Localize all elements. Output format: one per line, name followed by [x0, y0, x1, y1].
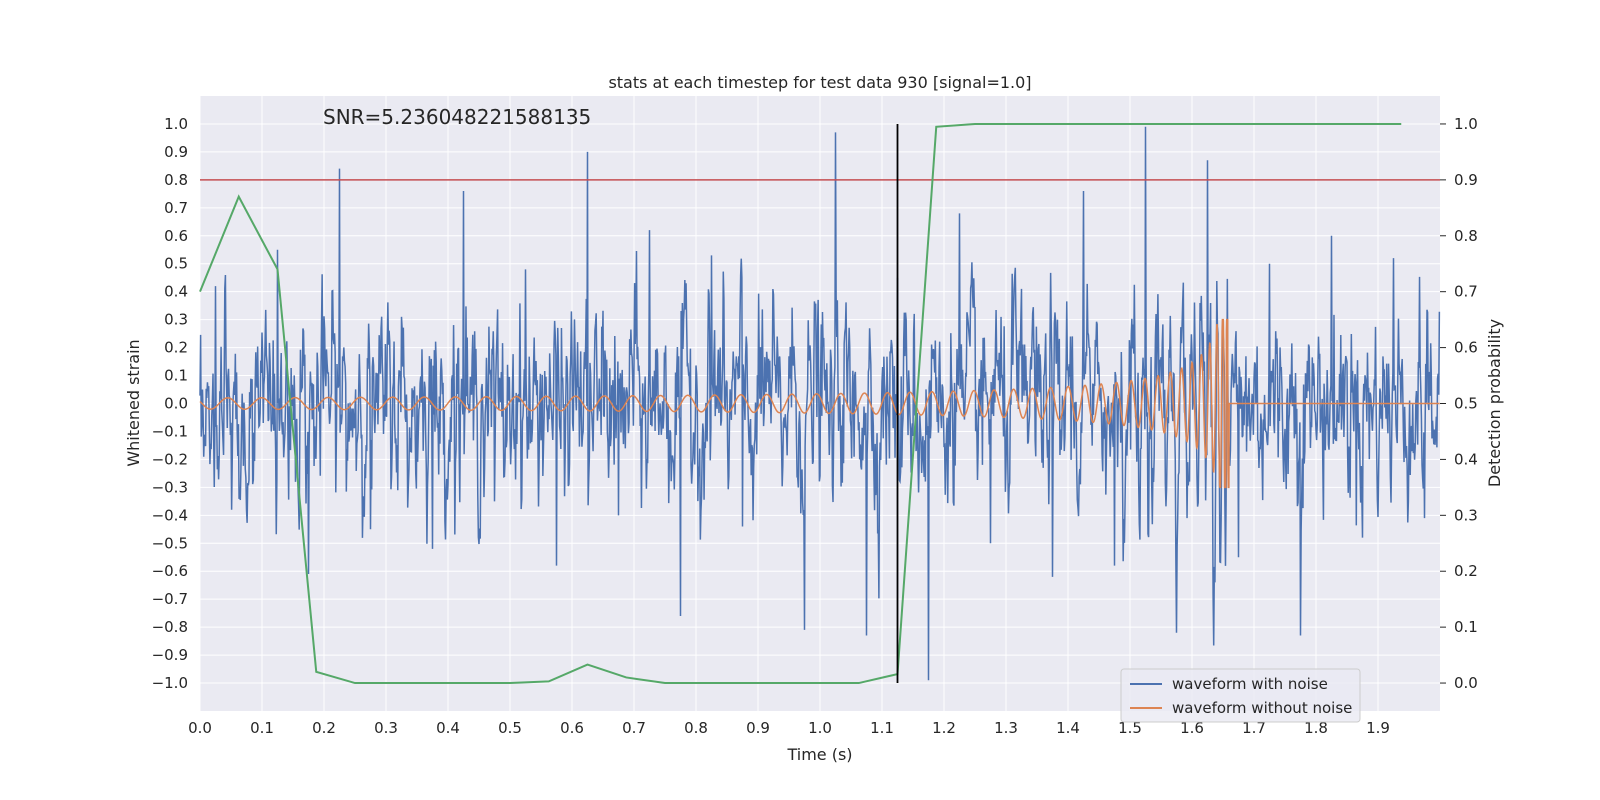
x-tick-label: 1.7 [1242, 719, 1266, 737]
y-tick-label: 0.2 [164, 339, 188, 357]
x-tick-label: 1.0 [808, 719, 832, 737]
series-waveform-with-noise [199, 126, 1441, 681]
y-tick-label: 0.4 [164, 283, 188, 301]
noisy-waveform-line [199, 126, 1441, 681]
y-tick-label: −0.5 [152, 534, 188, 552]
x-tick-label: 1.8 [1304, 719, 1328, 737]
y-tick-label: 0.8 [164, 171, 188, 189]
y-tick-label: 0.3 [164, 311, 188, 329]
y-axis-label: Whitened strain [124, 339, 143, 466]
y2-tick-label: 0.1 [1454, 618, 1478, 636]
x-tick-label: 0.7 [622, 719, 646, 737]
y-tick-label: −0.8 [152, 618, 188, 636]
y-tick-label: 0.9 [164, 143, 188, 161]
clean-waveform-line [199, 318, 1440, 489]
y-tick-label: −0.2 [152, 450, 188, 468]
y-tick-label: 1.0 [164, 115, 188, 133]
x-tick-label: 0.2 [312, 719, 336, 737]
y-tick-label: 0.7 [164, 199, 188, 217]
y-tick-label: −1.0 [152, 674, 188, 692]
y-tick-label: −0.4 [152, 506, 188, 524]
legend: waveform with noise waveform without noi… [1120, 668, 1361, 723]
snr-annotation: SNR=5.236048221588135 [323, 105, 591, 129]
x-tick-label: 1.5 [1118, 719, 1142, 737]
y-tick-label: 0.0 [164, 395, 188, 413]
y-tick-label: −0.3 [152, 478, 188, 496]
x-axis-ticks: 0.0 0.1 0.2 0.3 0.4 0.5 0.6 0.7 0.8 0.9 1.0 1.1 1.2 1… [188, 719, 1390, 737]
series-waveform-without-noise [199, 318, 1440, 489]
x-tick-label: 0.9 [746, 719, 770, 737]
y2-tick-label: 0.5 [1454, 395, 1478, 413]
y-tick-label: 0.1 [164, 367, 188, 385]
x-tick-label: 0.6 [560, 719, 584, 737]
y2-tick-label: 0.2 [1454, 562, 1478, 580]
y2-tick-label: 1.0 [1454, 115, 1478, 133]
x-tick-label: 0.3 [374, 719, 398, 737]
x-tick-label: 0.5 [498, 719, 522, 737]
y-tick-label: 0.6 [164, 227, 188, 245]
legend-label-clean: waveform without noise [1172, 699, 1352, 717]
y-axis-ticks: −1.0 −0.9 −0.8 −0.7 −0.6 −0.5 −0.4 −0.3 −0.2 −0.1… [152, 115, 188, 692]
y2-tick-label: 0.4 [1454, 450, 1478, 468]
y2-tick-label: 0.8 [1454, 227, 1478, 245]
y2-tick-label: 0.3 [1454, 506, 1478, 524]
x-tick-label: 0.8 [684, 719, 708, 737]
series-detection-probability [199, 122, 1402, 685]
chart-title: stats at each timestep for test data 930… [608, 73, 1031, 92]
y2-axis-label: Detection probability [1485, 319, 1504, 487]
x-tick-label: 1.3 [994, 719, 1018, 737]
x-tick-label: 1.6 [1180, 719, 1204, 737]
x-tick-label: 0.4 [436, 719, 460, 737]
y2-tick-label: 0.9 [1454, 171, 1478, 189]
x-tick-label: 1.2 [932, 719, 956, 737]
y-tick-label: −0.9 [152, 646, 188, 664]
y2-tick-label: 0.0 [1454, 674, 1478, 692]
x-tick-label: 1.1 [870, 719, 894, 737]
y2-axis-ticks: 0.0 0.1 0.2 0.3 0.4 0.5 0.6 0.7 0.8 0.9 1.0 [1440, 115, 1478, 692]
y-tick-label: −0.6 [152, 562, 188, 580]
detection-probability-line [199, 122, 1402, 685]
legend-box [1120, 668, 1361, 723]
y-tick-label: 0.5 [164, 255, 188, 273]
x-tick-label: 0.1 [250, 719, 274, 737]
y2-tick-label: 0.7 [1454, 283, 1478, 301]
y-tick-label: −0.1 [152, 422, 188, 440]
legend-label-noisy: waveform with noise [1172, 675, 1328, 693]
x-axis-label: Time (s) [786, 745, 852, 764]
x-tick-label: 0.0 [188, 719, 212, 737]
x-tick-label: 1.4 [1056, 719, 1080, 737]
y-tick-label: −0.7 [152, 590, 188, 608]
y2-tick-label: 0.6 [1454, 339, 1478, 357]
x-tick-label: 1.9 [1366, 719, 1390, 737]
